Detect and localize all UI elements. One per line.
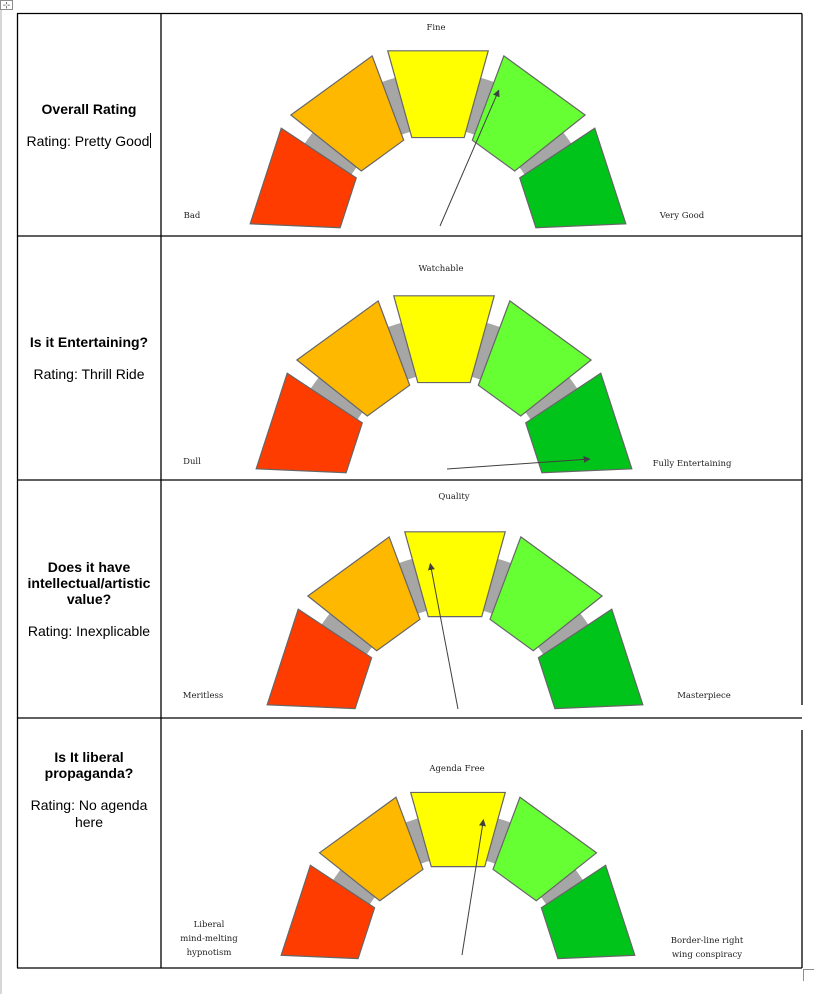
row-2-rating-label: Rating: (33, 366, 78, 382)
table-move-handle-icon[interactable]: ⊹ (0, 0, 13, 10)
gauge-4-segment-green (540, 864, 636, 960)
row-4-rating[interactable]: Rating: No agenda here (25, 797, 153, 831)
row-2-question: Is it Entertaining? (29, 334, 149, 350)
gauge-2: Watchable Dull Fully Entertaining (183, 264, 732, 474)
row-3-rating[interactable]: Rating: Inexplicable (28, 623, 150, 640)
gauge-2-top-label: Watchable (419, 264, 464, 274)
gauge-3-segment-green (537, 608, 644, 710)
gauge-3-left-label: Meritless (183, 691, 223, 701)
row-3-label-cell: Does it have intellectual/artistic value… (17, 481, 161, 718)
row-1-rating-value: Pretty Good (74, 132, 150, 149)
gauge-4-left-label-line-2: mind-melting (180, 934, 238, 944)
gauge-4-segment-yellow (409, 791, 507, 868)
row-1-rating-label: Rating: (26, 132, 71, 149)
gauge-3-segment-light-green (489, 535, 604, 652)
gauge-4-segment-orange (318, 796, 424, 902)
gauge-1-segment-green (519, 127, 627, 229)
gauge-4-right-label-line-1: Border-line right (671, 936, 744, 946)
gauge-2-segment-yellow (392, 295, 496, 384)
gauge-1-segment-red (249, 127, 357, 229)
gauge-4-left-label-line-1: Liberal (194, 920, 225, 930)
row-3-rating-value: Inexplicable (76, 623, 151, 639)
row-1-label-cell: Overall Rating Rating: Pretty Good (17, 14, 161, 236)
gauge-3-segment-orange (306, 535, 421, 652)
row-2-rating-value: Thrill Ride (81, 366, 145, 382)
gauge-4-segment-light-green (492, 796, 598, 902)
gauge-1-segment-light-green (471, 54, 587, 172)
row-3-question: Does it have intellectual/artistic value… (27, 559, 151, 607)
gauge-1-left-label: Bad (184, 211, 201, 221)
gauge-4-left-label-line-3: hypnotism (187, 948, 232, 958)
row-4-label-cell: Is It liberal propaganda? Rating: No age… (17, 719, 161, 831)
page-margin-line (0, 0, 2, 994)
gauge-3-segment-red (266, 608, 373, 710)
gauge-4-right-label-line-2: wing conspiracy (672, 950, 742, 960)
row-1-question: Overall Rating (41, 100, 137, 117)
gauge-2-segment-red (255, 372, 363, 474)
gauge-1-needle (439, 89, 500, 227)
table-resize-handle-icon[interactable] (803, 969, 814, 981)
gauge-3-segment-yellow (403, 531, 507, 618)
row-4-rating-label: Rating: (30, 797, 75, 813)
gauge-3-needle (428, 562, 459, 710)
row-4-question: Is It liberal propaganda? (44, 749, 134, 781)
row-2-rating[interactable]: Rating: Thrill Ride (33, 366, 144, 383)
gauge-2-segment-light-green (477, 299, 593, 417)
gauge-3: Quality Meritless Masterpiece (183, 492, 731, 710)
row-4-rating-value: No agenda here (74, 797, 148, 830)
gauge-4-top-label: Agenda Free (428, 764, 484, 774)
gauge-3-right-label: Masterpiece (677, 691, 731, 701)
row-1-rating[interactable]: Rating: Pretty Good (26, 132, 152, 150)
gauge-1: Fine Bad Very Good (184, 23, 705, 229)
gauge-1-segment-yellow (386, 50, 490, 139)
gauge-3-top-label: Quality (438, 492, 469, 502)
gauge-2-segment-green (525, 372, 633, 474)
gauge-1-right-label: Very Good (659, 211, 705, 221)
gauge-2-segment-orange (295, 299, 411, 417)
gauge-2-needle (446, 455, 591, 470)
gauge-1-segment-orange (289, 54, 405, 172)
row-2-label-cell: Is it Entertaining? Rating: Thrill Ride (17, 237, 161, 480)
text-cursor (150, 132, 152, 148)
gauge-4: Agenda Free Liberal mind-melting hypnoti… (180, 764, 744, 960)
gauge-2-right-label: Fully Entertaining (653, 459, 732, 469)
gauge-4-needle (461, 818, 486, 956)
gauge-4-segment-red (280, 864, 376, 960)
gauge-2-left-label: Dull (183, 457, 201, 467)
gauge-1-top-label: Fine (426, 23, 445, 33)
row-3-rating-label: Rating: (27, 623, 73, 639)
